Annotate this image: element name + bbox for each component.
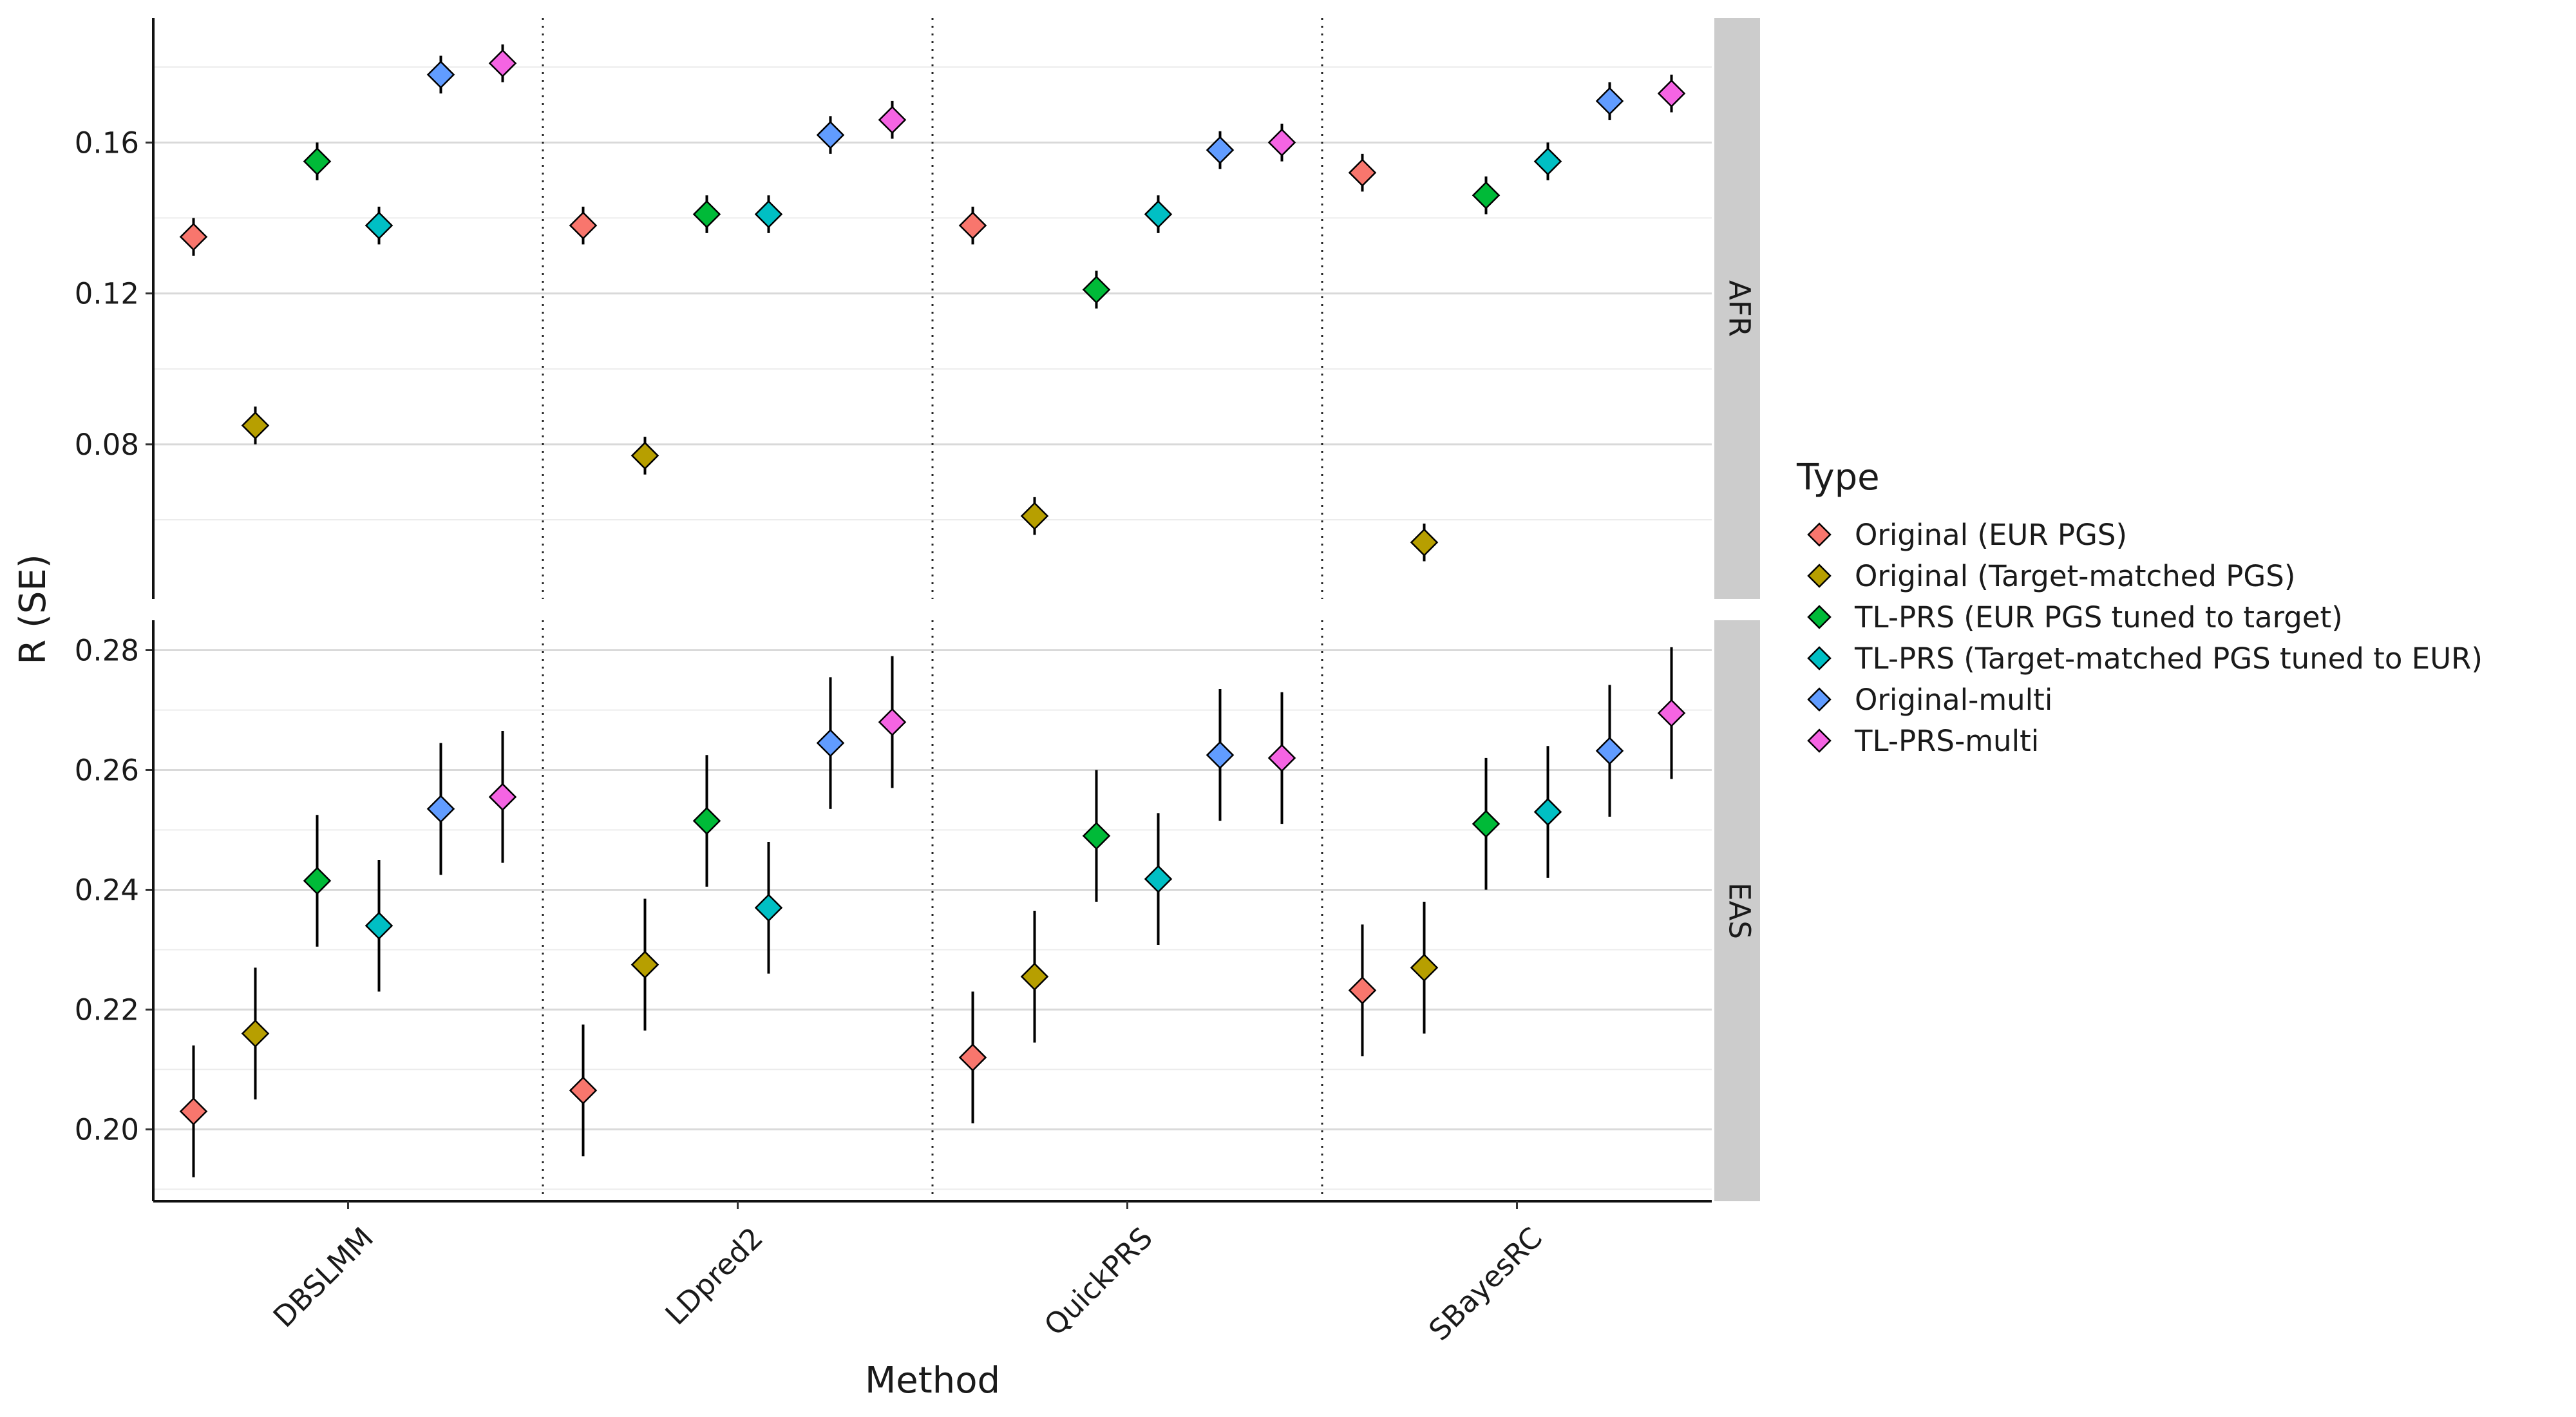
data-point (1020, 502, 1049, 530)
facet-strip-label: EAS (1723, 882, 1757, 939)
x-tick-label: DBSLMM (267, 1221, 380, 1334)
y-tick-label: 0.22 (75, 993, 139, 1027)
panel-afr: 0.08 0.12 0.16 AFR (75, 18, 1760, 599)
data-point (754, 200, 783, 229)
data-point (1595, 87, 1624, 115)
x-tick-label: QuickPRS (1037, 1221, 1159, 1342)
legend: Type Original (EUR PGS) Original (Target-… (1796, 457, 2483, 758)
data-point (754, 893, 783, 922)
data-point (1082, 275, 1111, 304)
legend-label: Original-multi (1855, 683, 2052, 717)
chart-panels: 0.08 0.12 0.16 AFR 0.20 0.22 0.24 0.26 0.28 EAS (75, 18, 1760, 1201)
data-point (1144, 864, 1173, 893)
x-axis-title: Method (865, 1360, 1000, 1402)
data-point (692, 806, 721, 835)
legend-label: TL-PRS (EUR PGS tuned to target) (1854, 600, 2343, 634)
data-point (179, 222, 208, 251)
data-point (1533, 797, 1562, 826)
data-point (1472, 810, 1501, 838)
y-tick-label: 0.20 (75, 1112, 139, 1146)
legend-key (1807, 687, 1832, 712)
legend-key (1807, 564, 1832, 588)
legend-label: TL-PRS (Target-matched PGS tuned to EUR) (1854, 642, 2483, 676)
data-point (1533, 147, 1562, 176)
data-point (488, 783, 517, 812)
y-tick-label: 0.16 (75, 126, 139, 160)
data-point (1657, 699, 1686, 727)
data-point (692, 200, 721, 229)
data-point (1267, 128, 1296, 157)
data-point (1472, 181, 1501, 210)
y-tick-label: 0.08 (75, 428, 139, 462)
data-point (426, 61, 455, 89)
facet-strip (1714, 620, 1760, 1201)
data-point (241, 411, 270, 440)
data-point (1206, 741, 1235, 769)
panel-eas: 0.20 0.22 0.24 0.26 0.28 EAS (75, 620, 1760, 1201)
data-point (1348, 158, 1377, 187)
data-point (365, 911, 393, 940)
data-point (1595, 736, 1624, 765)
data-point (1144, 200, 1173, 229)
y-tick-label: 0.24 (75, 873, 139, 907)
data-point (1410, 953, 1439, 982)
data-point (241, 1019, 270, 1048)
legend-key (1807, 605, 1832, 629)
data-point (303, 147, 332, 176)
data-point (958, 211, 987, 240)
data-point (878, 106, 907, 134)
data-point (426, 795, 455, 823)
legend-label: Original (Target-matched PGS) (1855, 559, 2295, 593)
data-point (1020, 962, 1049, 991)
legend-title: Type (1796, 457, 1880, 499)
y-axis-title: R (SE) (12, 554, 54, 664)
data-point (1410, 528, 1439, 556)
y-tick-label: 0.12 (75, 277, 139, 311)
data-point (630, 950, 659, 979)
data-point (365, 211, 393, 240)
data-point (1082, 821, 1111, 850)
data-point (816, 120, 845, 149)
legend-label: TL-PRS-multi (1854, 724, 2039, 758)
x-tick-label: LDpred2 (659, 1221, 770, 1331)
data-point (1267, 744, 1296, 772)
y-tick-label: 0.26 (75, 753, 139, 787)
x-tick-label: SBayesRC (1422, 1221, 1549, 1347)
facet-strip (1714, 18, 1760, 599)
data-point (958, 1043, 987, 1072)
legend-key (1807, 522, 1832, 547)
data-point (569, 1076, 598, 1105)
data-point (179, 1097, 208, 1126)
data-point (1206, 136, 1235, 164)
legend-label: Original (EUR PGS) (1855, 518, 2127, 552)
legend-key (1807, 646, 1832, 670)
data-point (303, 866, 332, 895)
data-point (816, 728, 845, 757)
x-axis: DBSLMM LDpred2 QuickPRS SBayesRC (153, 1200, 1712, 1347)
data-point (1657, 79, 1686, 108)
data-point (630, 441, 659, 470)
data-point (488, 49, 517, 78)
legend-key (1807, 728, 1832, 753)
data-point (569, 211, 598, 240)
y-tick-label: 0.28 (75, 633, 139, 667)
data-point (878, 708, 907, 736)
facet-strip-label: AFR (1723, 280, 1757, 337)
data-point (1348, 976, 1377, 1005)
